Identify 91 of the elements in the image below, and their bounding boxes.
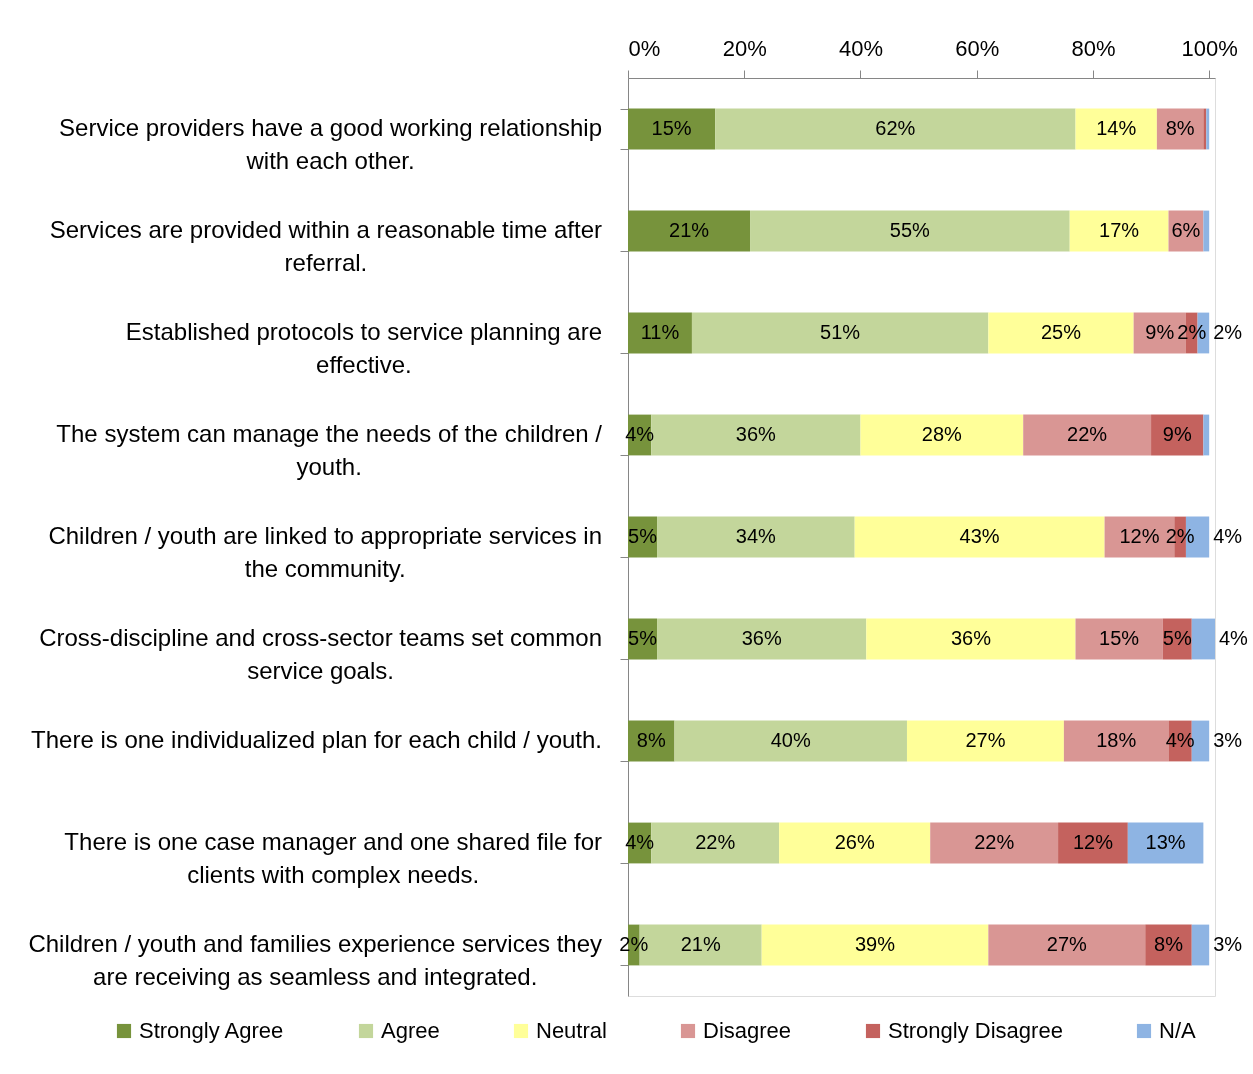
data-label: 21% — [669, 219, 710, 241]
data-label: 51% — [820, 321, 861, 343]
data-label: 36% — [950, 627, 992, 649]
y-tick-label: There is one case manager and one shared file for clients with complex needs. — [64, 828, 603, 888]
x-tick-label: 20% — [722, 35, 767, 61]
data-label: 28% — [921, 423, 963, 445]
bar — [866, 618, 1076, 660]
bar — [1023, 414, 1152, 456]
data-label: 22% — [974, 831, 1015, 853]
data-label: 15% — [1099, 627, 1140, 649]
data-label: 4% — [1219, 627, 1249, 649]
bar — [930, 822, 1059, 864]
data-label: 14% — [1096, 117, 1137, 139]
bar — [860, 414, 1024, 456]
bar — [1191, 924, 1210, 966]
data-label: 43% — [959, 525, 1000, 547]
data-label: 2% — [619, 933, 649, 955]
data-label: 27% — [1046, 933, 1088, 955]
data-label: 6% — [1171, 219, 1201, 241]
data-label: 40% — [770, 729, 811, 751]
data-label: 9% — [1145, 321, 1175, 343]
data-label: 11% — [640, 321, 680, 343]
data-label: 4% — [1213, 525, 1243, 547]
data-label: 36% — [741, 627, 782, 649]
data-label: 26% — [834, 831, 875, 853]
data-label: 3% — [1213, 729, 1243, 751]
legend-label: Strongly Disagree — [888, 1018, 1063, 1043]
legend-label: N/A — [1159, 1018, 1196, 1043]
y-tick-label: Children / youth and families experience services they are receiving as seamless and integrated. — [28, 930, 603, 990]
bar — [761, 924, 989, 966]
x-tick-label: 100% — [1181, 35, 1238, 61]
data-label: 13% — [1145, 831, 1186, 853]
bar — [906, 720, 1064, 762]
x-tick-label: 0% — [628, 35, 661, 61]
y-tick-label: Services are provided within a reasonable time after referral. — [49, 216, 603, 276]
bar — [628, 108, 716, 150]
y-tick-label: Children / youth are linked to appropriate services in the community. — [48, 522, 603, 582]
data-label: 12% — [1119, 525, 1160, 547]
bar — [628, 210, 751, 252]
bar — [1069, 210, 1169, 252]
data-label: 2% — [1213, 321, 1243, 343]
bar — [1191, 618, 1215, 660]
data-label: 2% — [1165, 525, 1195, 547]
data-label: 22% — [1067, 423, 1108, 445]
data-label: 5% — [628, 627, 658, 649]
data-label: 8% — [636, 729, 666, 751]
legend-label: Strongly Agree — [139, 1018, 284, 1043]
y-tick-label: There is one individualized plan for each child / youth. — [31, 726, 603, 753]
bar — [988, 312, 1134, 354]
legend-label: Neutral — [536, 1018, 607, 1043]
bar — [1203, 414, 1210, 456]
y-tick-label: Cross-discipline and cross-sector teams set common service goals. — [39, 624, 603, 684]
y-tick-label: Established protocols to service planning are effective. — [125, 318, 603, 378]
legend-label: Agree — [381, 1018, 440, 1043]
x-tick-label: 80% — [1071, 35, 1116, 61]
y-tick-label: Service providers have a good working relationship with each other. — [59, 114, 603, 174]
data-label: 9% — [1162, 423, 1192, 445]
bar — [750, 210, 1070, 252]
data-label: 21% — [680, 933, 721, 955]
bar — [657, 516, 855, 558]
data-label: 8% — [1165, 117, 1195, 139]
data-label: 5% — [628, 525, 658, 547]
data-label: 22% — [695, 831, 736, 853]
data-label: 62% — [875, 117, 916, 139]
y-tick-label: The system can manage the needs of the children / youth. — [56, 420, 603, 480]
data-label: 25% — [1040, 321, 1082, 343]
data-label: 12% — [1072, 831, 1114, 853]
legend-label: Disagree — [703, 1018, 792, 1043]
data-label: 2% — [1177, 321, 1207, 343]
data-label: 3% — [1213, 933, 1243, 955]
bar — [779, 822, 931, 864]
data-label: 39% — [854, 933, 896, 955]
bar — [1203, 210, 1210, 252]
bar — [988, 924, 1146, 966]
bar — [1075, 618, 1163, 660]
x-tick-label: 60% — [955, 35, 1000, 61]
data-label: 18% — [1096, 729, 1137, 751]
data-label: 17% — [1099, 219, 1140, 241]
x-tick-label: 40% — [838, 35, 883, 61]
data-label: 55% — [889, 219, 931, 241]
bar — [657, 618, 867, 660]
bar — [691, 312, 989, 354]
bar — [674, 720, 907, 762]
data-label: 8% — [1154, 933, 1184, 955]
data-label: 34% — [735, 525, 777, 547]
data-label: 5% — [1162, 627, 1192, 649]
bar — [715, 108, 1076, 150]
data-label: 27% — [965, 729, 1006, 751]
data-label: 15% — [651, 117, 692, 139]
data-label: 36% — [735, 423, 777, 445]
bar — [854, 516, 1105, 558]
